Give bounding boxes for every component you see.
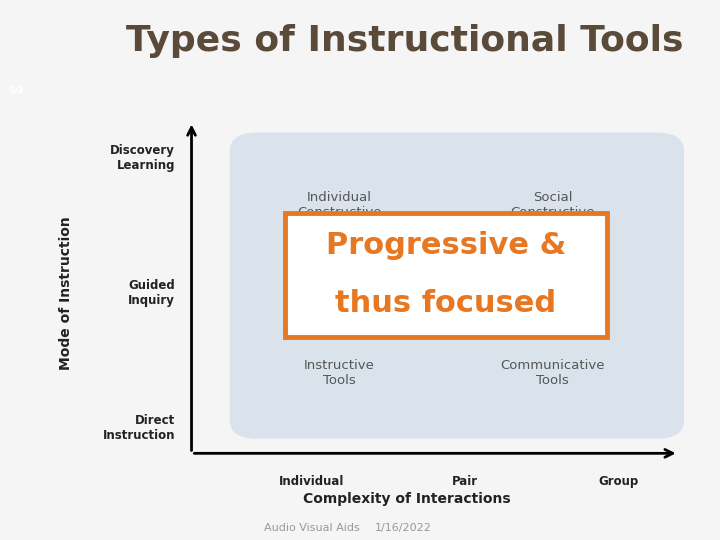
Text: thus focused: thus focused: [336, 289, 557, 319]
Text: Audio Visual Aids: Audio Visual Aids: [264, 523, 360, 533]
Text: Direct
Instruction: Direct Instruction: [103, 414, 175, 442]
Text: Mode of Instruction: Mode of Instruction: [58, 216, 73, 370]
Text: Pair: Pair: [452, 475, 478, 488]
Text: Complexity of Interactions: Complexity of Interactions: [303, 492, 510, 507]
Text: Instructive
Tools: Instructive Tools: [304, 359, 374, 387]
Text: Types of Instructional Tools: Types of Instructional Tools: [126, 24, 683, 57]
FancyBboxPatch shape: [230, 132, 684, 438]
Text: Group: Group: [598, 475, 639, 488]
Text: Individual
Constructive: Individual Constructive: [297, 192, 382, 219]
Text: Communicative
Tools: Communicative Tools: [500, 359, 605, 387]
Text: Progressive &: Progressive &: [326, 231, 566, 260]
Text: Discovery
Learning: Discovery Learning: [110, 144, 175, 172]
Text: 1/16/2022: 1/16/2022: [374, 523, 431, 533]
Text: Individual: Individual: [279, 475, 345, 488]
FancyBboxPatch shape: [284, 213, 608, 337]
Text: Social
Constructive: Social Constructive: [510, 192, 595, 219]
Text: Guided
Inquiry: Guided Inquiry: [128, 279, 175, 307]
Text: 59: 59: [9, 86, 24, 96]
